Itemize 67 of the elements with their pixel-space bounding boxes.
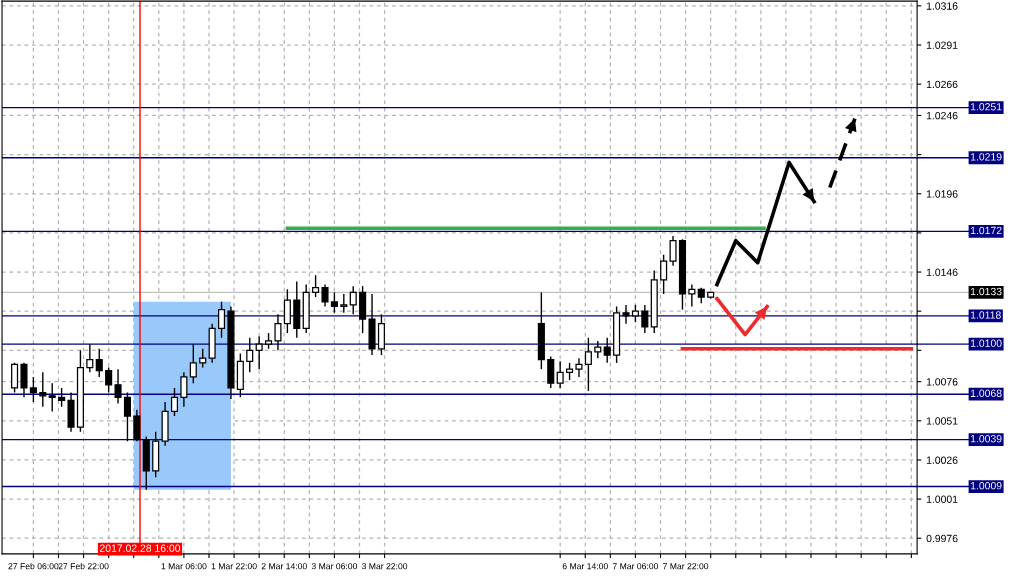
candlestick bbox=[330, 291, 338, 314]
x-tick-label: 2 Mar 14:00 bbox=[261, 563, 307, 570]
candlestick bbox=[114, 368, 122, 405]
candlestick bbox=[603, 337, 611, 364]
ref-line-label: 1.0009 bbox=[970, 481, 1002, 490]
x-tick-label: 6 Mar 14:00 bbox=[562, 563, 608, 570]
y-tick-label: 1.0246 bbox=[926, 111, 958, 120]
candlestick bbox=[123, 391, 132, 442]
candlestick bbox=[217, 301, 226, 339]
x-tick-label: 3 Mar 06:00 bbox=[311, 563, 358, 570]
candlestick bbox=[340, 293, 348, 314]
y-tick-label: 1.0076 bbox=[926, 378, 958, 386]
y-tick-label: 1.0146 bbox=[926, 268, 958, 276]
ref-line-label: 1.0118 bbox=[970, 311, 1001, 319]
candlestick bbox=[133, 409, 141, 442]
candlestick bbox=[58, 387, 66, 408]
candlestick bbox=[95, 348, 103, 378]
x-tick-label: 1 Mar 22:00 bbox=[211, 563, 257, 570]
ref-line-label: 1.0172 bbox=[970, 226, 1002, 235]
candlestick bbox=[86, 343, 94, 373]
candlestick bbox=[547, 355, 555, 389]
ref-line-label: 1.0251 bbox=[970, 103, 1002, 111]
ref-line-label: 1.0219 bbox=[970, 153, 1002, 161]
candlestick bbox=[556, 360, 564, 389]
candlestick bbox=[274, 313, 282, 352]
candlestick bbox=[20, 362, 28, 399]
candlestick bbox=[321, 283, 329, 308]
candlestick bbox=[189, 343, 197, 384]
ref-line-label: 1.0133 bbox=[970, 287, 1002, 296]
candlestick bbox=[575, 357, 583, 378]
candlestick bbox=[170, 387, 179, 417]
candlestick bbox=[669, 235, 677, 267]
candlestick bbox=[105, 366, 113, 394]
y-tick-label: 1.0026 bbox=[926, 456, 958, 464]
x-tick-label: 7 Mar 22:00 bbox=[663, 563, 709, 570]
candlestick bbox=[584, 337, 592, 392]
ref-line-label: 1.0100 bbox=[970, 339, 1002, 347]
y-tick-label: 0.9976 bbox=[926, 534, 958, 543]
candlestick bbox=[180, 371, 188, 408]
x-tick-label: 27 Feb 06:00 bbox=[8, 562, 59, 570]
candlestick bbox=[283, 288, 291, 334]
x-tick-label: 3 Mar 22:00 bbox=[361, 563, 408, 570]
candlestick bbox=[622, 304, 630, 325]
candlestick bbox=[11, 362, 19, 394]
candlestick bbox=[29, 376, 37, 403]
x-tick-label: 27 Feb 22:00 bbox=[58, 562, 109, 570]
candlestick bbox=[641, 304, 649, 334]
candlestick bbox=[255, 335, 263, 370]
y-tick-label: 1.0051 bbox=[926, 417, 958, 425]
ref-line-label: 1.0068 bbox=[970, 389, 1002, 397]
y-tick-label: 1.0266 bbox=[926, 80, 958, 89]
candlestick bbox=[199, 348, 207, 369]
candlestick bbox=[246, 337, 254, 373]
candlestick bbox=[312, 274, 320, 298]
candlestick bbox=[688, 283, 696, 308]
x-tick-label: 7 Mar 06:00 bbox=[612, 563, 659, 570]
candlestick bbox=[39, 371, 47, 408]
candlestick bbox=[660, 254, 668, 295]
ref-line-label: 2017.02.28 16:00 bbox=[99, 544, 181, 552]
x-tick-label: 1 Mar 06:00 bbox=[161, 563, 207, 570]
ref-line-label: 1.0039 bbox=[970, 435, 1002, 443]
y-tick-label: 1.0316 bbox=[926, 2, 958, 10]
candlestick bbox=[349, 285, 357, 316]
y-tick-label: 1.0196 bbox=[926, 190, 958, 198]
y-tick-label: 1.0001 bbox=[926, 495, 958, 503]
candlestick bbox=[48, 382, 56, 413]
y-tick-label: 1.0291 bbox=[926, 41, 958, 49]
